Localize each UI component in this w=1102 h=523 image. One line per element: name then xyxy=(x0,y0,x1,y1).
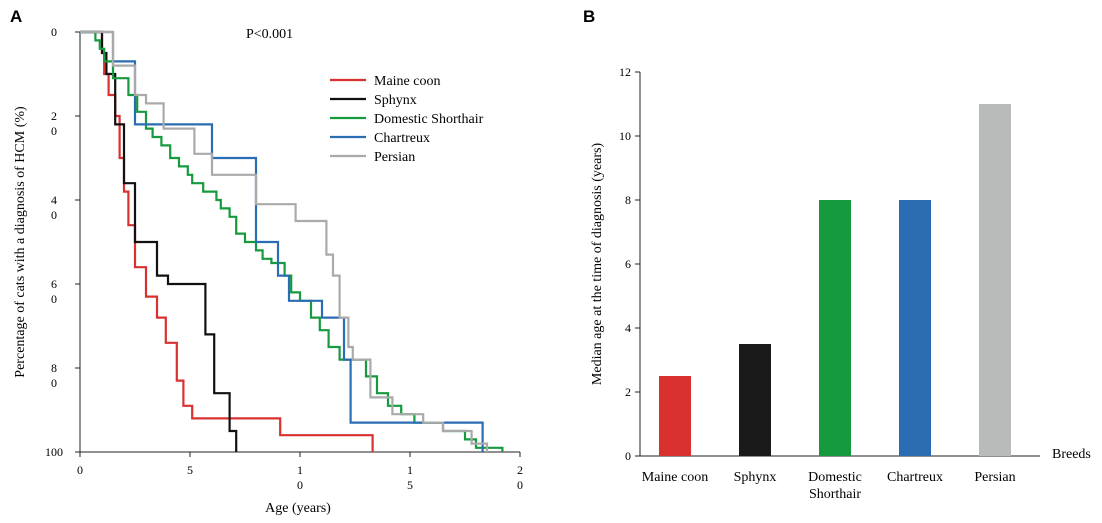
panel-b-label: B xyxy=(583,7,595,26)
x-tick-label: 5 xyxy=(187,463,193,477)
bar-sphynx xyxy=(739,344,771,456)
legend-label: Sphynx xyxy=(374,93,417,108)
y-tick-label: 12 xyxy=(619,65,631,79)
category-label: Sphynx xyxy=(734,470,777,485)
y-tick-label: 10 xyxy=(619,129,631,143)
series-line-persian xyxy=(80,30,489,452)
category-label: Domestic Shorthair xyxy=(808,470,862,502)
bar-domestic-shorthair xyxy=(819,200,851,456)
legend: Maine coon Sphynx Domestic Shorthair Chartr… xyxy=(330,74,484,165)
bar-persian xyxy=(979,104,1011,456)
series-line-maine-coon xyxy=(80,30,374,452)
legend-label: Maine coon xyxy=(374,74,440,89)
x-tick-label: 0 xyxy=(77,463,83,477)
legend-label: Domestic Shorthair xyxy=(374,112,484,127)
panel-b: B 0 2 4 6 8 10 12 Maine coon Sphynx Domestic Shor… xyxy=(583,7,1091,502)
legend-label: Chartreux xyxy=(374,131,430,146)
y-tick-label: 8 xyxy=(625,193,631,207)
y-tick-label: 4 xyxy=(625,321,631,335)
y-tick-label: 0 xyxy=(625,449,631,463)
p-value-annotation: P<0.001 xyxy=(246,27,293,42)
y-tick-label: 100 xyxy=(45,445,63,459)
legend-label: Persian xyxy=(374,150,415,165)
panel-b-x-label: Breeds xyxy=(1052,447,1091,462)
category-label: Persian xyxy=(974,470,1015,485)
category-label: Maine coon xyxy=(642,470,708,485)
panel-a-x-label: Age (years) xyxy=(265,501,331,516)
bar-maine-coon xyxy=(659,376,691,456)
y-tick-label: 2 xyxy=(625,385,631,399)
category-label: Chartreux xyxy=(887,470,943,485)
panel-a-label: A xyxy=(10,7,22,26)
panel-a-y-label: Percentage of cats with a diagnosis of H… xyxy=(13,106,28,378)
panel-a: A 0 2 0 4 0 6 0 8 0 100 0 5 1 0 1 5 2 0 P<0.001 Age (yea… xyxy=(10,7,523,516)
panel-b-y-label: Median age at the time of diagnosis (yea… xyxy=(590,143,605,386)
y-tick-label: 6 xyxy=(625,257,631,271)
y-tick-label: 0 xyxy=(51,25,57,39)
series-line-sphynx xyxy=(80,30,238,452)
bar-chartreux xyxy=(899,200,931,456)
